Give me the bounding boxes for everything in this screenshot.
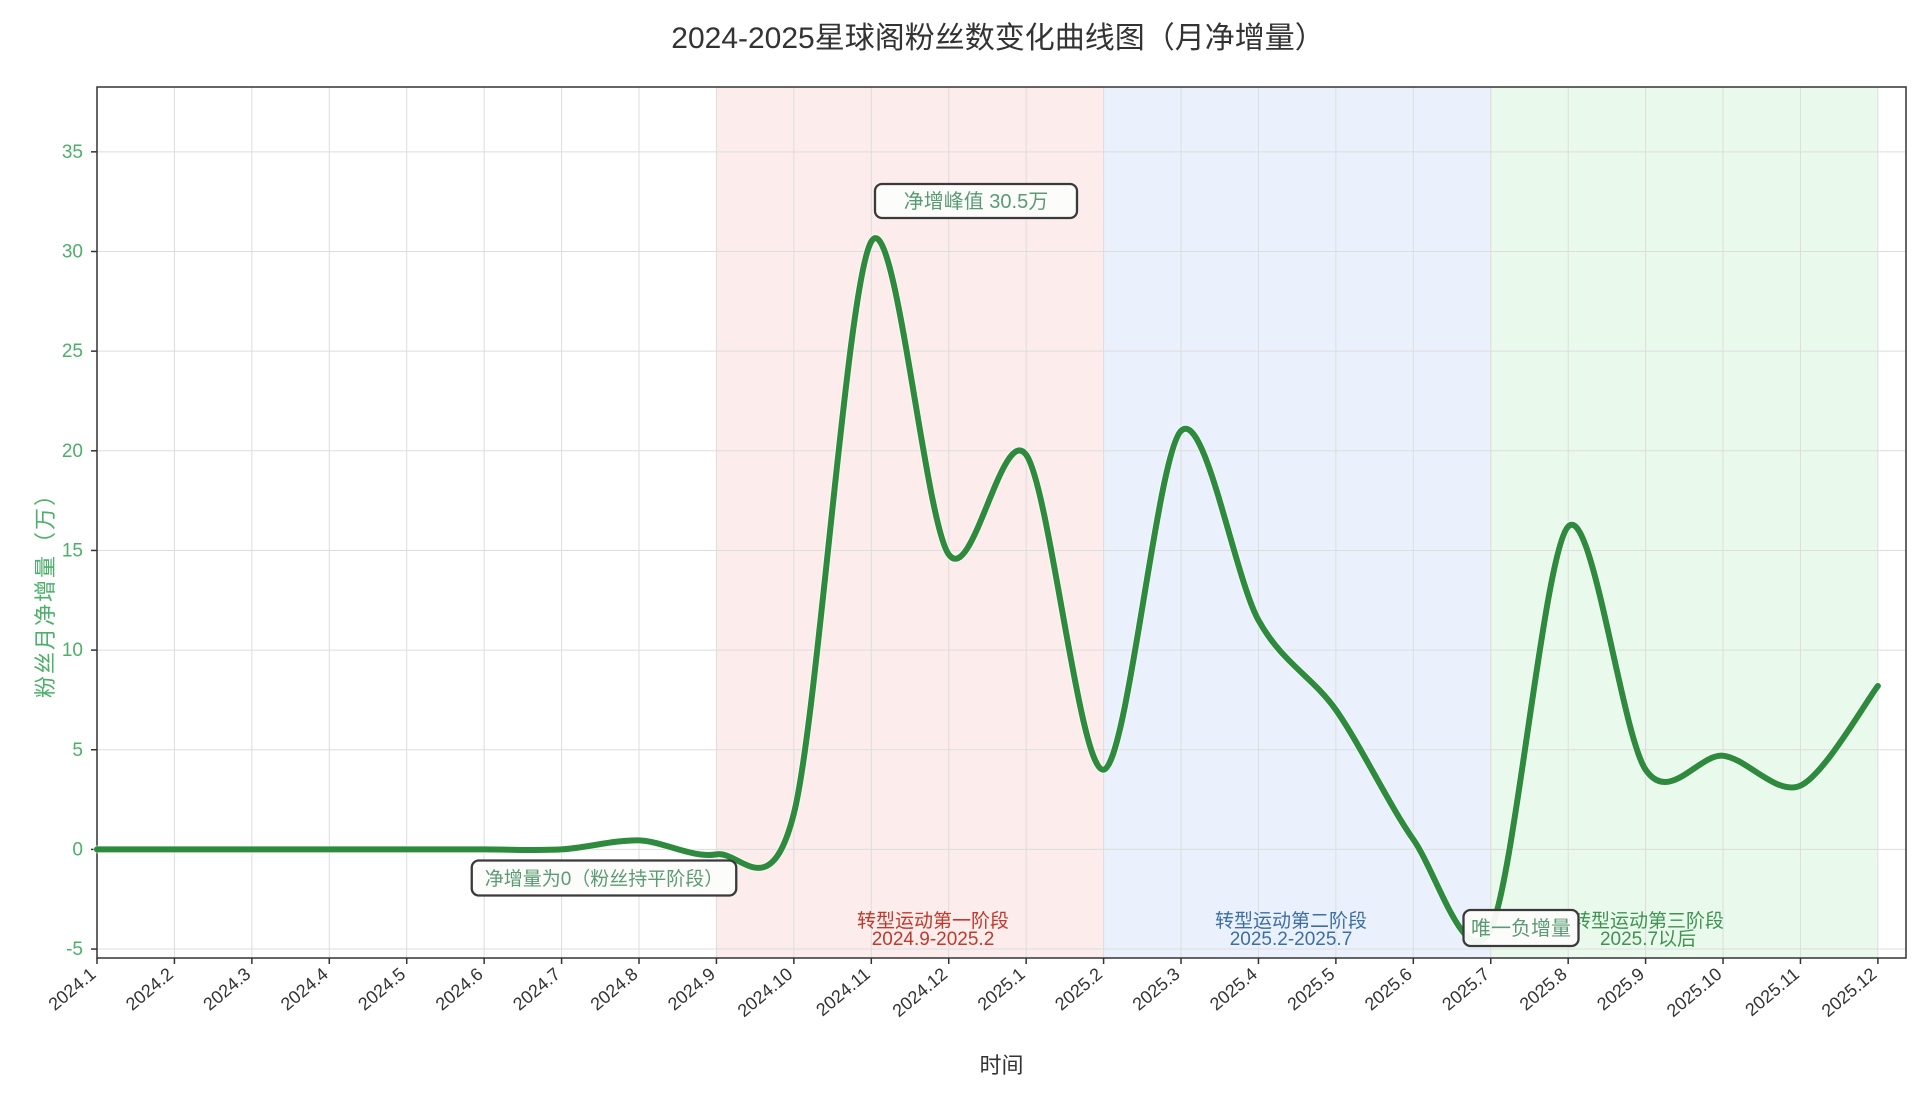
svg-text:2025.12: 2025.12 — [1818, 964, 1881, 1021]
svg-text:2024.10: 2024.10 — [734, 964, 797, 1021]
svg-text:2025.1: 2025.1 — [974, 964, 1029, 1015]
svg-text:2025.2: 2025.2 — [1051, 964, 1106, 1015]
svg-text:30: 30 — [62, 242, 83, 263]
svg-text:2024.9: 2024.9 — [664, 964, 719, 1015]
svg-text:2025.11: 2025.11 — [1741, 964, 1803, 1020]
svg-text:2025.7: 2025.7 — [1438, 964, 1493, 1015]
svg-text:2024.2: 2024.2 — [122, 964, 177, 1015]
svg-text:5: 5 — [72, 740, 83, 761]
svg-text:2024.6: 2024.6 — [432, 964, 487, 1015]
svg-text:2025.10: 2025.10 — [1663, 964, 1726, 1021]
svg-text:2025.8: 2025.8 — [1516, 964, 1571, 1015]
svg-text:2024.4: 2024.4 — [277, 964, 332, 1015]
svg-text:2025.9: 2025.9 — [1593, 964, 1648, 1015]
svg-text:0: 0 — [72, 839, 83, 860]
svg-text:2024.3: 2024.3 — [199, 964, 254, 1015]
svg-text:2024.8: 2024.8 — [587, 964, 642, 1015]
svg-text:2024.7: 2024.7 — [509, 964, 564, 1015]
svg-text:唯一负增量: 唯一负增量 — [1471, 917, 1571, 940]
svg-text:2025.4: 2025.4 — [1206, 964, 1261, 1015]
svg-text:35: 35 — [62, 142, 83, 163]
svg-text:-5: -5 — [66, 939, 83, 960]
svg-text:2024.9-2025.2: 2024.9-2025.2 — [872, 929, 995, 950]
svg-text:20: 20 — [62, 441, 83, 462]
svg-text:2025.3: 2025.3 — [1129, 964, 1184, 1015]
svg-text:2024.11: 2024.11 — [812, 964, 874, 1020]
svg-text:10: 10 — [62, 640, 83, 661]
svg-text:2024.5: 2024.5 — [354, 964, 409, 1015]
svg-text:2024.12: 2024.12 — [889, 964, 952, 1021]
svg-text:25: 25 — [62, 341, 83, 362]
svg-text:2025.2-2025.7: 2025.2-2025.7 — [1230, 929, 1353, 950]
svg-text:2025.6: 2025.6 — [1361, 964, 1416, 1015]
svg-text:15: 15 — [62, 540, 83, 561]
svg-text:2025.5: 2025.5 — [1283, 964, 1338, 1015]
svg-text:净增量为0（粉丝持平阶段）: 净增量为0（粉丝持平阶段） — [485, 868, 724, 890]
svg-text:2025.7以后: 2025.7以后 — [1600, 928, 1696, 950]
svg-text:2024.1: 2024.1 — [45, 964, 100, 1015]
svg-text:净增峰值 30.5万: 净增峰值 30.5万 — [904, 190, 1048, 213]
